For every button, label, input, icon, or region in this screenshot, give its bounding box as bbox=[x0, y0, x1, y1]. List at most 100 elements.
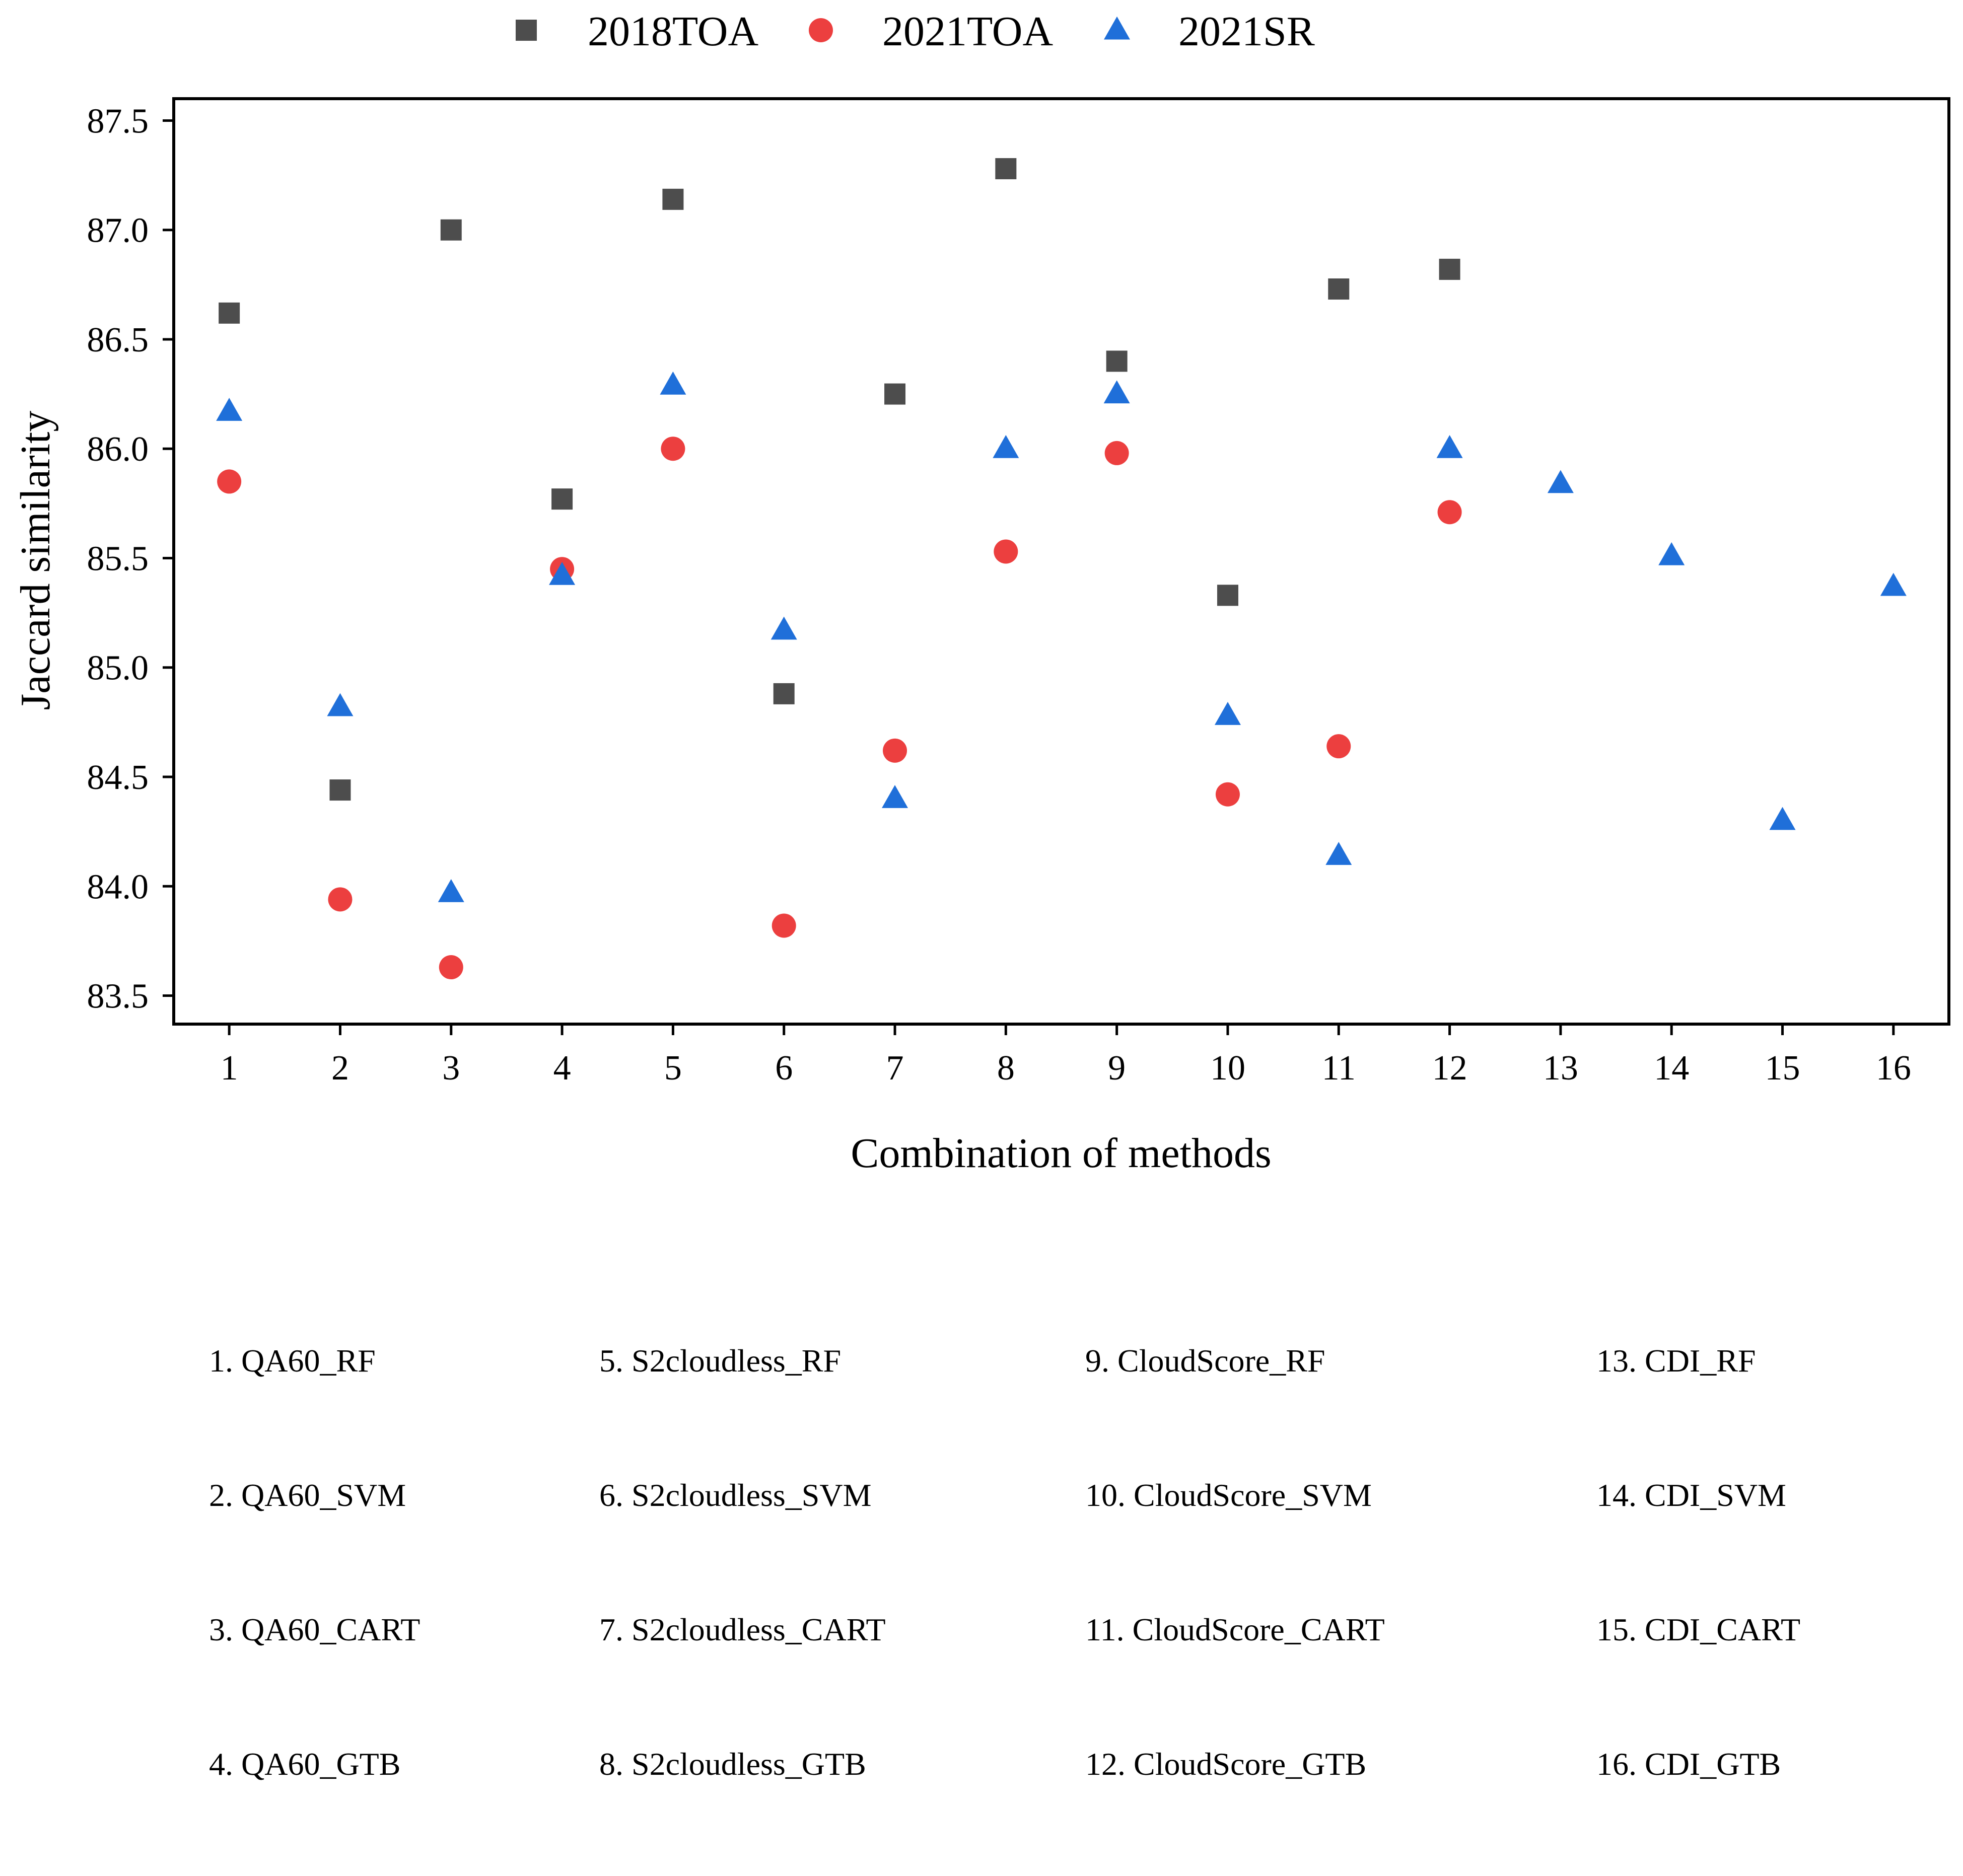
legend-label: 2021TOA bbox=[882, 8, 1053, 55]
data-point bbox=[1328, 278, 1350, 300]
data-point bbox=[1326, 734, 1351, 759]
data-point bbox=[662, 188, 684, 210]
data-point bbox=[216, 398, 243, 421]
x-tick-label: 15 bbox=[1765, 1049, 1800, 1088]
data-point bbox=[1214, 702, 1241, 725]
y-tick-label: 86.5 bbox=[87, 321, 149, 359]
legend-marker bbox=[809, 18, 833, 42]
legend: 2018TOA 2021TOA 2021SR bbox=[516, 8, 1315, 55]
method-label: 2. QA60_SVM bbox=[209, 1477, 406, 1513]
y-tick-label: 86.0 bbox=[87, 430, 149, 469]
x-tick-label: 1 bbox=[221, 1049, 238, 1088]
y-tick-label: 85.0 bbox=[87, 649, 149, 688]
data-point bbox=[1436, 435, 1463, 458]
data-point bbox=[772, 913, 796, 938]
data-point bbox=[440, 219, 462, 241]
x-tick-label: 5 bbox=[664, 1049, 682, 1088]
data-point bbox=[884, 383, 906, 405]
x-tick-label: 10 bbox=[1210, 1049, 1245, 1088]
x-tick-label: 16 bbox=[1876, 1049, 1911, 1088]
method-label: 7. S2cloudless_CART bbox=[599, 1612, 886, 1647]
legend-label: 2021SR bbox=[1178, 8, 1315, 55]
data-point bbox=[993, 435, 1019, 458]
data-point bbox=[217, 469, 242, 494]
data-point bbox=[883, 738, 907, 763]
data-point bbox=[1215, 782, 1240, 807]
data-point bbox=[1104, 441, 1129, 465]
x-tick-label: 14 bbox=[1654, 1049, 1689, 1088]
series-2018TOA bbox=[219, 158, 1460, 801]
data-point bbox=[1547, 470, 1574, 493]
method-label: 6. S2cloudless_SVM bbox=[599, 1477, 872, 1513]
x-axis-title: Combination of methods bbox=[851, 1130, 1271, 1177]
y-axis-title: Jaccard similarity bbox=[12, 411, 59, 710]
data-point bbox=[660, 371, 686, 395]
x-tick-label: 12 bbox=[1432, 1049, 1467, 1088]
x-tick-label: 8 bbox=[997, 1049, 1015, 1088]
x-tick-label: 9 bbox=[1108, 1049, 1126, 1088]
y-tick-label: 84.0 bbox=[87, 868, 149, 906]
method-label: 11. CloudScore_CART bbox=[1085, 1612, 1385, 1647]
legend-marker bbox=[1104, 16, 1130, 40]
y-tick-label: 87.5 bbox=[87, 102, 149, 140]
y-tick-label: 85.5 bbox=[87, 539, 149, 578]
method-label: 3. QA60_CART bbox=[209, 1612, 420, 1647]
data-point bbox=[1325, 842, 1352, 865]
x-tick-label: 7 bbox=[886, 1049, 904, 1088]
data-point bbox=[327, 693, 354, 716]
method-key-column-4: 13. CDI_RF 14. CDI_SVM 15. CDI_CART 16. … bbox=[1596, 1249, 1800, 1876]
series-2021TOA bbox=[217, 437, 1462, 980]
data-point bbox=[882, 785, 908, 808]
data-point bbox=[438, 879, 464, 902]
x-tick-label: 3 bbox=[442, 1049, 460, 1088]
data-point bbox=[439, 955, 463, 980]
method-label: 8. S2cloudless_GTB bbox=[599, 1746, 866, 1782]
data-point bbox=[551, 488, 573, 510]
plot-frame bbox=[172, 97, 1950, 1026]
method-label: 9. CloudScore_RF bbox=[1085, 1343, 1325, 1379]
method-label: 4. QA60_GTB bbox=[209, 1746, 401, 1782]
data-point bbox=[994, 539, 1018, 564]
method-label: 5. S2cloudless_RF bbox=[599, 1343, 842, 1379]
method-key-column-3: 9. CloudScore_RF 10. CloudScore_SVM 11. … bbox=[1085, 1249, 1385, 1876]
scatter-chart: 1 2 3 4 5 6 7 8 9 10 11 12 13 14 15 16 83.584.084.585.0… bbox=[12, 8, 1950, 1177]
data-point bbox=[1880, 572, 1907, 596]
x-tick-label: 2 bbox=[331, 1049, 349, 1088]
method-key-column-2: 5. S2cloudless_RF 6. S2cloudless_SVM 7. … bbox=[599, 1249, 886, 1876]
method-label: 1. QA60_RF bbox=[209, 1343, 376, 1379]
data-point bbox=[770, 616, 797, 640]
data-point bbox=[995, 158, 1017, 180]
method-label: 16. CDI_GTB bbox=[1596, 1746, 1781, 1782]
data-point bbox=[773, 683, 795, 704]
data-point bbox=[1437, 500, 1462, 525]
method-label: 10. CloudScore_SVM bbox=[1085, 1477, 1372, 1513]
y-tick-label: 87.0 bbox=[87, 211, 149, 250]
method-key-column-1: 1. QA60_RF 2. QA60_SVM 3. QA60_CART 4. Q… bbox=[209, 1249, 420, 1876]
data-point bbox=[661, 437, 685, 461]
x-axis: 1 2 3 4 5 6 7 8 9 10 11 12 13 14 15 16 bbox=[221, 1024, 1911, 1088]
data-point bbox=[219, 302, 240, 324]
legend-marker bbox=[516, 20, 537, 41]
x-tick-label: 13 bbox=[1543, 1049, 1578, 1088]
data-point bbox=[1217, 585, 1238, 606]
x-tick-label: 4 bbox=[553, 1049, 571, 1088]
data-point bbox=[1106, 350, 1128, 372]
method-label: 15. CDI_CART bbox=[1596, 1612, 1801, 1647]
y-tick-label: 84.5 bbox=[87, 758, 149, 797]
data-point bbox=[549, 561, 576, 585]
data-point bbox=[1769, 807, 1796, 830]
method-label: 14. CDI_SVM bbox=[1596, 1477, 1786, 1513]
method-label: 12. CloudScore_GTB bbox=[1085, 1746, 1367, 1782]
y-axis: 83.5 84.0 84.5 85.0 85.5 86.0 86.5 87.0 87.5 bbox=[87, 102, 174, 1016]
y-tick-label: 83.5 bbox=[87, 977, 149, 1016]
data-point bbox=[329, 779, 351, 801]
x-tick-label: 11 bbox=[1322, 1049, 1356, 1088]
data-point bbox=[1439, 258, 1460, 280]
legend-label: 2018TOA bbox=[588, 8, 758, 55]
x-tick-label: 6 bbox=[775, 1049, 793, 1088]
series-2021SR bbox=[216, 371, 1907, 902]
data-point bbox=[328, 887, 353, 912]
data-point bbox=[1658, 542, 1685, 565]
data-point bbox=[1103, 380, 1130, 404]
data-points bbox=[216, 158, 1907, 980]
